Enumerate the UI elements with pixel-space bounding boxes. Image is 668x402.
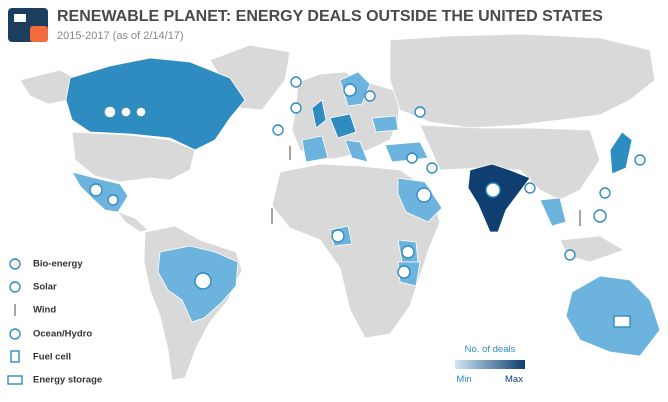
legend-label: Wind xyxy=(33,305,56,316)
title: RENEWABLE PLANET: ENERGY DEALS OUTSIDE T… xyxy=(57,8,603,25)
subtitle: 2015-2017 (as of 2/14/17) xyxy=(57,30,184,42)
scale-max: Max xyxy=(505,374,523,385)
legend-label: Energy storage xyxy=(33,375,102,386)
legend-icon xyxy=(9,281,21,293)
logo xyxy=(8,8,48,42)
legend-label: Ocean/Hydro xyxy=(33,329,92,340)
color-scale: No. of deals Min Max xyxy=(455,344,525,385)
legend-label: Bio-energy xyxy=(33,259,83,270)
scale-bar xyxy=(455,360,525,369)
legend-icon xyxy=(9,328,21,340)
deal-icons xyxy=(89,76,646,328)
scale-min: Min xyxy=(456,374,471,385)
map xyxy=(19,33,661,381)
legend-label: Solar xyxy=(33,282,57,293)
legend-icon xyxy=(7,375,23,385)
legend-label: Fuel cell xyxy=(33,352,71,363)
scale-title: No. of deals xyxy=(465,344,516,355)
legend: Bio-energy Solar Wind Ocean/Hydro Fuel c… xyxy=(7,258,102,386)
legend-icon xyxy=(10,350,20,363)
legend-icon xyxy=(9,258,21,270)
